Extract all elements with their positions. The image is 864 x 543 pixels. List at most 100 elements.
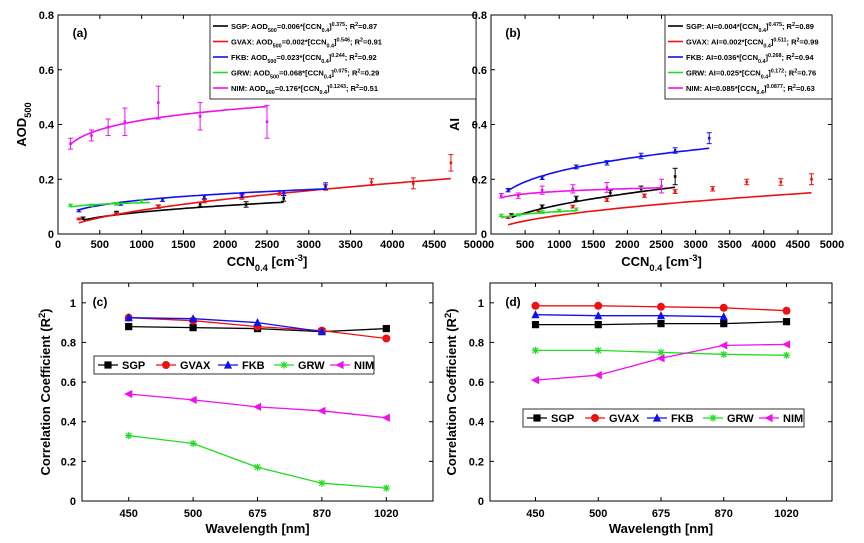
x-axis-label: Wavelength [nm]: [609, 521, 713, 536]
fit-curve-GVAX: [78, 177, 451, 224]
marker-FKB: [317, 326, 327, 336]
legend-text-FKB: FKB: AOD500=0.023*[CCN0.4]0.244; R2=0.92: [231, 53, 377, 65]
y-tick-label: 0.4: [469, 417, 485, 429]
x-tick-label: 870: [715, 508, 733, 520]
marker-GRW: [125, 432, 133, 440]
fit-curve-GRW: [70, 201, 151, 208]
data-point-GVAX: [643, 194, 646, 197]
panel-c: 450 500 675 870 1020 0 0.2 0.4 0.6 0.8 1 (c) Wavelen…: [37, 282, 434, 536]
marker-GRW: [782, 351, 791, 359]
marker-GVAX: [657, 302, 665, 311]
marker-NIM: [719, 341, 728, 350]
data-point-GVAX: [745, 180, 749, 184]
data-point-GVAX: [370, 180, 373, 184]
marker-NIM: [764, 413, 773, 423]
marker-GRW: [720, 350, 728, 358]
data-point-FKB: [282, 191, 286, 195]
data-point-NIM: [516, 194, 520, 197]
data-point-FKB: [707, 136, 711, 140]
data-point-FKB: [324, 184, 327, 188]
data-point-FKB: [639, 154, 643, 158]
x-tick-label: 4000: [752, 239, 776, 251]
marker-SGP: [720, 320, 728, 328]
marker-GVAX: [162, 361, 170, 369]
legend-text-SGP: SGP: AOD500=0.006*[CCN0.4]0.375; R2=0.87: [231, 22, 377, 34]
marker-GRW: [318, 479, 326, 487]
data-point-GRW: [69, 203, 72, 207]
data-point-SGP: [540, 205, 544, 208]
y-tick-label: 0.6: [469, 377, 484, 389]
panel-label: (c): [93, 295, 108, 309]
y-tick-label: 0.8: [469, 337, 484, 349]
marker-GVAX: [382, 334, 391, 343]
y-tick-label: 0.4: [39, 120, 55, 132]
data-point-GVAX: [278, 191, 281, 195]
marker-GRW: [531, 346, 540, 354]
y-tick-label: 0.2: [61, 456, 76, 468]
x-tick-label: 2500: [255, 239, 279, 251]
data-point-GRW: [574, 208, 578, 211]
data-point-NIM: [157, 101, 160, 104]
data-point-SGP: [282, 197, 286, 200]
data-point-FKB: [161, 198, 164, 202]
data-point-FKB: [540, 176, 544, 180]
data-point-FKB: [574, 165, 578, 169]
data-point-NIM: [69, 142, 72, 145]
panel-label: (b): [505, 26, 520, 40]
y-axis-label: Correlation Coefficient (R2): [443, 308, 459, 475]
marker-GVAX: [531, 301, 540, 310]
data-point-GRW: [499, 214, 503, 217]
data-point-NIM: [90, 134, 93, 137]
marker-SGP: [531, 321, 540, 329]
data-point-NIM: [265, 120, 269, 124]
marker-SGP: [382, 324, 390, 333]
series-line-FKB: [128, 317, 322, 333]
x-tick-label: 2000: [213, 239, 237, 251]
legend-box: [664, 14, 833, 100]
marker-GVAX: [591, 414, 599, 422]
marker-FKB: [656, 311, 666, 320]
data-point-NIM: [198, 114, 202, 118]
data-point-SGP: [609, 191, 612, 195]
legend-text-GVAX: GVAX: [609, 413, 640, 425]
x-tick-label: 0: [55, 239, 61, 251]
x-tick-label: 1020: [374, 508, 398, 520]
x-tick-label: 675: [248, 508, 266, 520]
x-tick-label: 500: [589, 508, 607, 520]
y-axis-label: Correlation Coefficient (R2): [37, 308, 53, 475]
panel-a: 0 500 1000 1500 2000 2500 3000 3500 4000 4500 5000…: [14, 10, 488, 273]
y-tick-label: 0.8: [472, 10, 487, 22]
marker-GRW: [253, 463, 262, 471]
marker-SGP: [657, 320, 665, 328]
data-point-SGP: [198, 203, 202, 206]
x-tick-label: 5000: [464, 239, 488, 251]
data-point-GRW: [90, 203, 93, 207]
data-point-FKB: [240, 194, 244, 197]
data-point-GRW: [115, 202, 118, 206]
legend-text-SGP: SGP: [551, 413, 574, 425]
data-point-GVAX: [673, 190, 677, 193]
data-point-GVAX: [810, 177, 813, 181]
y-tick-label: 0.2: [472, 174, 487, 186]
data-point-FKB: [203, 195, 206, 199]
panel-label: (a): [73, 26, 88, 40]
x-tick-label: 2000: [615, 239, 639, 251]
fit-curve-SGP: [511, 186, 676, 219]
x-tick-label: 1500: [581, 239, 605, 251]
marker-FKB: [223, 360, 233, 369]
data-point-NIM: [605, 186, 609, 189]
marker-GRW: [280, 361, 288, 369]
marker-GVAX: [594, 301, 603, 310]
legend-text-SGP: SGP: AI=0.004*[CCN0.4]0.475; R2=0.89: [686, 22, 814, 34]
x-tick-label: 500: [516, 239, 534, 251]
data-point-NIM: [499, 194, 503, 197]
data-point-NIM: [123, 120, 127, 124]
panel-b: 0 500 1000 1500 2000 2500 3000 3500 4000 4500 5000…: [447, 10, 844, 273]
y-tick-label: 0.2: [469, 456, 484, 468]
marker-NIM: [781, 340, 791, 349]
data-point-SGP: [510, 213, 513, 217]
data-point-NIM: [660, 184, 663, 188]
y-tick-label: 0: [70, 496, 76, 508]
marker-NIM: [188, 395, 197, 405]
